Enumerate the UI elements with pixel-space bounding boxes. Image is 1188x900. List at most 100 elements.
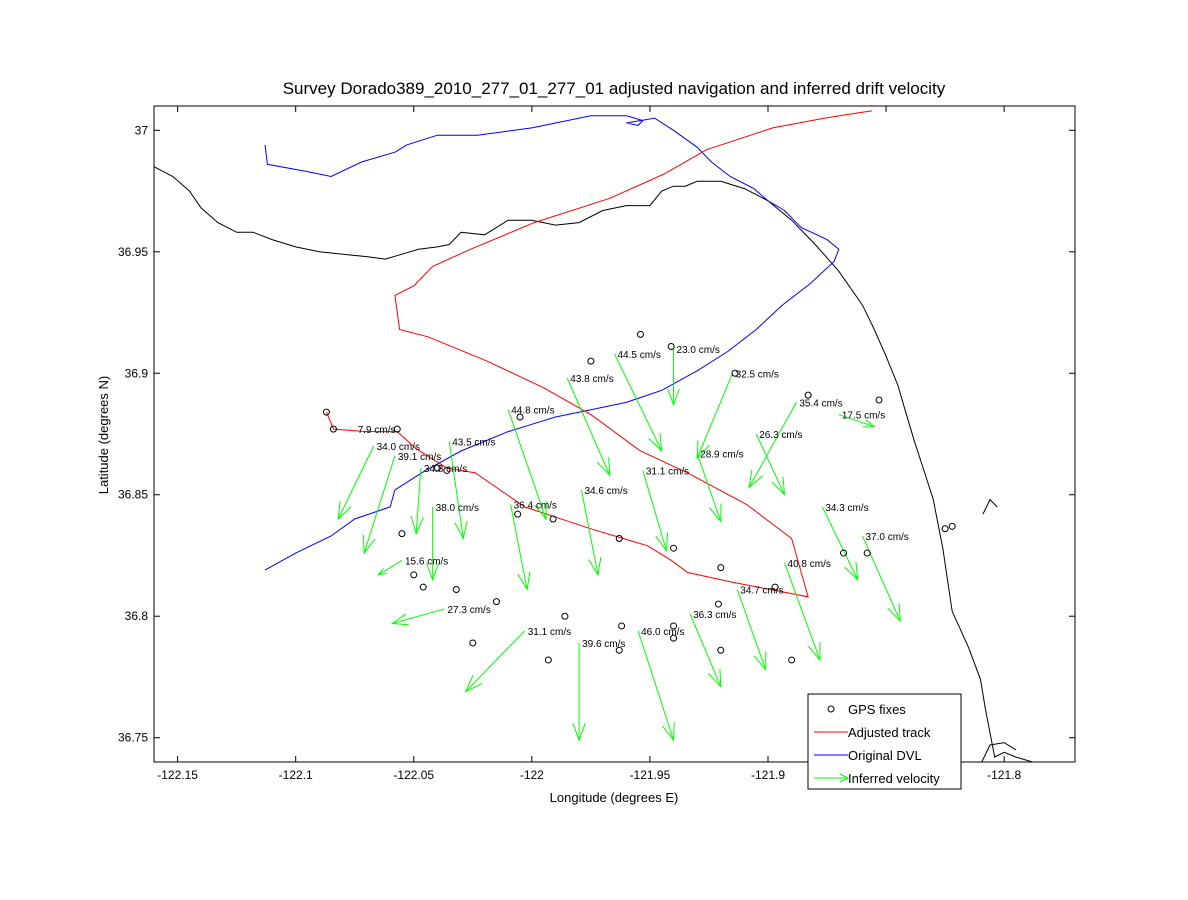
velocity-label: 27.3 cm/s <box>447 605 490 616</box>
velocity-vector: 39.1 cm/s <box>362 452 441 555</box>
velocity-arrow-head <box>517 571 531 591</box>
velocity-label: 43.8 cm/s <box>570 374 613 385</box>
x-tick-label: -122.15 <box>157 768 198 782</box>
velocity-vector: 34.6 cm/s <box>580 486 628 577</box>
legend: GPS fixes Adjusted track Original DVL Infer… <box>807 693 962 790</box>
gps-fix-marker <box>840 549 848 557</box>
legend-entry: Original DVL <box>814 748 922 763</box>
velocity-vector: 44.5 cm/s <box>614 350 663 453</box>
velocity-arrow-shaft <box>637 630 675 741</box>
velocity-arrow-head <box>454 520 468 540</box>
velocity-label: 34.7 cm/s <box>740 585 783 596</box>
y-tick-label: 36.75 <box>118 731 148 745</box>
velocity-arrow-shaft <box>392 608 445 624</box>
velocity-label: 34.8 cm/s <box>424 464 467 475</box>
velocity-arrow-head <box>807 641 821 662</box>
gps-fix-marker <box>788 656 796 664</box>
x-tick-label: -122.1 <box>279 768 313 782</box>
velocity-arrow-head <box>426 562 440 582</box>
gps-fix-marker <box>670 622 678 630</box>
velocity-arrow-shaft <box>415 467 422 534</box>
velocity-arrow-head <box>844 561 859 582</box>
velocity-vector: 34.0 cm/s <box>337 442 420 521</box>
gps-fix-marker <box>322 408 330 416</box>
velocity-vector: 31.1 cm/s <box>464 627 571 693</box>
velocity-vector: 36.3 cm/s <box>689 610 736 689</box>
velocity-vector: 31.1 cm/s <box>642 466 689 553</box>
velocity-arrow-shaft <box>580 489 599 576</box>
velocity-label: 34.0 cm/s <box>377 442 420 453</box>
y-tick-label: 36.85 <box>118 488 148 502</box>
gps-fix-marker <box>492 598 500 606</box>
velocity-arrow-head <box>410 516 424 536</box>
x-tick-label: -122 <box>520 768 544 782</box>
velocity-arrow-head <box>534 501 547 521</box>
y-tick-label: 37 <box>135 123 149 137</box>
gps-fix-marker <box>443 466 451 474</box>
velocity-arrow-head <box>696 440 710 460</box>
velocity-arrow-head <box>362 535 376 555</box>
chart-title: Survey Dorado389_2010_277_01_277_01 adju… <box>283 79 946 98</box>
velocity-arrow-head <box>748 469 764 489</box>
velocity-arrow-head <box>337 501 352 521</box>
y-tick-label: 36.95 <box>118 245 148 259</box>
gps-fix-marker <box>393 425 401 433</box>
velocity-arrow-shaft <box>465 630 526 692</box>
plot-inner: 7.9 cm/s 34.0 cm/s39.1 cm/s34.8 cm/s 43.5 … <box>154 110 1034 762</box>
velocity-vector: 39.6 cm/s <box>572 639 625 742</box>
velocity-arrow-head <box>572 723 586 742</box>
velocity-arrow-shaft <box>510 504 528 590</box>
gps-fix-marker <box>941 525 949 533</box>
velocity-arrow-shaft <box>821 506 859 580</box>
velocity-arrow-shaft <box>507 409 547 520</box>
gps-fix-marker <box>731 369 739 377</box>
velocity-arrow-shaft <box>614 353 663 452</box>
gps-fix-marker <box>717 564 725 572</box>
legend-label: Inferred velocity <box>848 771 940 786</box>
velocity-vector: 15.6 cm/s <box>377 556 448 576</box>
x-tick-label: -122.05 <box>393 768 434 782</box>
velocity-arrow-head <box>596 457 611 477</box>
velocity-label: 15.6 cm/s <box>405 556 448 567</box>
gps-fix-marker <box>717 646 725 654</box>
gps-fix-marker <box>670 634 678 642</box>
gps-fix-marker <box>329 425 337 433</box>
axes-box <box>153 105 1076 763</box>
velocity-vector: 34.8 cm/s <box>410 464 467 536</box>
velocity-vector: 46.0 cm/s <box>637 627 684 742</box>
legend-marker-gps <box>827 705 835 713</box>
velocity-arrow-head <box>887 603 901 623</box>
velocity-vector: 28.9 cm/s <box>696 449 744 523</box>
y-tick-label: 36.9 <box>125 366 149 380</box>
y-tick-label: 36.8 <box>125 609 149 623</box>
gps-fix-marker <box>667 343 675 351</box>
velocity-vector: 17.5 cm/s <box>838 411 885 428</box>
velocity-arrow-head <box>771 476 786 497</box>
velocity-vector: 36.4 cm/s <box>510 500 557 591</box>
velocity-vector: 34.7 cm/s <box>736 585 784 672</box>
gps-fix-marker <box>410 571 418 579</box>
velocity-arrow-shaft <box>337 445 375 520</box>
velocity-arrow-shaft <box>748 402 797 488</box>
legend-entry: Inferred velocity <box>814 771 940 786</box>
velocity-label: 44.5 cm/s <box>618 350 661 361</box>
original-dvl-line <box>264 115 840 571</box>
velocity-label: 17.5 cm/s <box>842 411 885 422</box>
velocity-label: 36.3 cm/s <box>693 610 736 621</box>
legend-label: GPS fixes <box>848 702 906 717</box>
velocity-label: 40.8 cm/s <box>788 559 831 570</box>
velocity-label: 39.6 cm/s <box>582 639 625 650</box>
velocity-arrow-shaft <box>566 377 611 476</box>
gps-fix-marker <box>516 413 524 421</box>
velocity-label: 35.4 cm/s <box>799 398 842 409</box>
velocity-label: 28.9 cm/s <box>700 449 743 460</box>
velocity-label: 26.3 cm/s <box>759 430 802 441</box>
velocity-vector: 32.5 cm/s <box>696 369 779 460</box>
gps-fix-marker <box>618 622 626 630</box>
velocity-vector: 34.3 cm/s <box>821 503 869 582</box>
gps-fix-marker <box>615 646 623 654</box>
velocity-label: 31.1 cm/s <box>646 466 689 477</box>
x-tick-label: -121.95 <box>630 768 671 782</box>
velocity-label: 46.0 cm/s <box>641 627 684 638</box>
